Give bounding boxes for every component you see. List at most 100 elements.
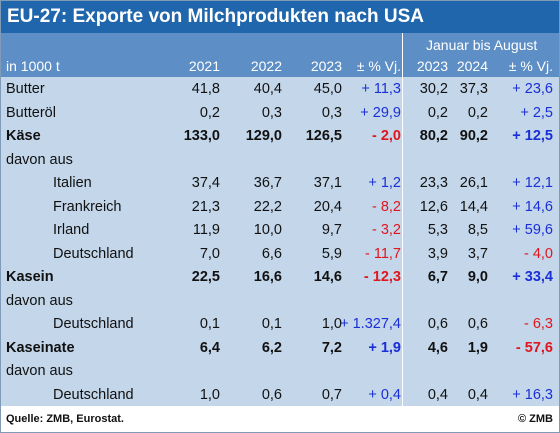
period-change-pct: - 6,3 (523, 316, 553, 332)
change-pct: - 11,7 (364, 246, 401, 262)
period-value-2023: 0,4 (427, 387, 448, 403)
value-2023: 9,7 (321, 222, 342, 238)
table-row: Frankreich 21,3 22,2 20,4 - 8,2 12,6 14,4 + 14,… (1, 195, 559, 219)
period-value-2024: 26,1 (459, 175, 488, 191)
period-change-pct: + 23,6 (512, 81, 553, 97)
row-label: Deutschland (53, 387, 134, 403)
period-value-2023: 0,2 (427, 105, 448, 121)
table-footer: Quelle: ZMB, Eurostat. © ZMB (1, 406, 559, 432)
value-2021: 21,3 (191, 199, 220, 215)
row-label: Butteröl (6, 105, 56, 121)
value-2023: 37,1 (313, 175, 342, 191)
value-2023: 7,2 (321, 340, 342, 356)
period-value-2023: 0,6 (427, 316, 448, 332)
change-pct: - 8,2 (371, 199, 401, 215)
column-divider (402, 33, 403, 406)
col-header-2022: 2022 (250, 58, 282, 74)
change-pct: + 1.327,4 (340, 316, 401, 332)
row-label: Kasein (6, 269, 54, 285)
row-label: Deutschland (53, 316, 134, 332)
period-value-2024: 90,2 (459, 128, 488, 144)
value-2022: 40,4 (253, 81, 282, 97)
period-change-pct: + 16,3 (512, 387, 553, 403)
table-title: EU-27: Exporte von Milchprodukten nach U… (1, 1, 559, 33)
value-2022: 6,2 (261, 340, 282, 356)
period-value-2024: 3,7 (467, 246, 488, 262)
unit-label: in 1000 t (6, 58, 60, 74)
period-value-2023: 30,2 (419, 81, 448, 97)
period-value-2023: 80,2 (419, 128, 448, 144)
value-2022: 16,6 (253, 269, 282, 285)
change-pct: + 29,9 (360, 105, 401, 121)
value-2021: 7,0 (199, 246, 220, 262)
change-pct: + 11,3 (361, 81, 401, 97)
copyright-note: © ZMB (518, 413, 553, 425)
value-2023: 0,3 (321, 105, 342, 121)
period-value-2024: 37,3 (459, 81, 488, 97)
table-row: davon aus (1, 148, 559, 172)
table-row: Butter 41,8 40,4 45,0 + 11,3 30,2 37,3 + 23,6 (1, 77, 559, 101)
row-label: Frankreich (53, 199, 122, 215)
value-2021: 0,2 (199, 105, 220, 121)
value-2022: 36,7 (253, 175, 282, 191)
value-2022: 22,2 (253, 199, 282, 215)
period-change-pct: + 12,5 (512, 128, 553, 144)
table-header: Januar bis August in 1000 t 2021 2022 20… (1, 33, 559, 77)
table-row: Italien 37,4 36,7 37,1 + 1,2 23,3 26,1 + 12,1 (1, 171, 559, 195)
period-change-pct: + 2,5 (520, 105, 553, 121)
value-2022: 0,3 (261, 105, 282, 121)
value-2021: 11,9 (192, 222, 220, 238)
value-2023: 1,0 (321, 316, 342, 332)
period-value-2024: 0,4 (467, 387, 488, 403)
period-change-pct: + 14,6 (512, 199, 553, 215)
row-label: davon aus (6, 363, 73, 379)
value-2021: 22,5 (191, 269, 220, 285)
period-value-2023: 23,3 (419, 175, 448, 191)
row-label: Käse (6, 128, 41, 144)
value-2023: 45,0 (313, 81, 342, 97)
value-2021: 37,4 (191, 175, 220, 191)
value-2023: 126,5 (305, 128, 342, 144)
row-label: davon aus (6, 293, 73, 309)
table-row: Kasein 22,5 16,6 14,6 - 12,3 6,7 9,0 + 33,4 (1, 265, 559, 289)
period-value-2023: 6,7 (427, 269, 448, 285)
table-row: Deutschland 0,1 0,1 1,0 + 1.327,4 0,6 0,6 - 6,3 (1, 312, 559, 336)
period-value-2024: 0,2 (467, 105, 488, 121)
table-row: Deutschland 1,0 0,6 0,7 + 0,4 0,4 0,4 + 16,3 (1, 383, 559, 407)
period-change-pct: - 4,0 (523, 246, 553, 262)
change-pct: - 3,2 (371, 222, 401, 238)
col-header-period-2023: 2023 (416, 58, 448, 74)
col-header-2023: 2023 (310, 58, 342, 74)
value-2022: 6,6 (261, 246, 282, 262)
period-change-pct: + 12,1 (512, 175, 553, 191)
table-row: Butteröl 0,2 0,3 0,3 + 29,9 0,2 0,2 + 2,5 (1, 101, 559, 125)
value-2022: 0,1 (261, 316, 282, 332)
row-label: Irland (53, 222, 90, 238)
value-2022: 129,0 (245, 128, 282, 144)
table-row: Käse 133,0 129,0 126,5 - 2,0 80,2 90,2 + 12,5 (1, 124, 559, 148)
period-value-2024: 8,5 (467, 222, 488, 238)
change-pct: + 1,2 (368, 175, 401, 191)
value-2023: 20,4 (313, 199, 342, 215)
period-label: Januar bis August (426, 37, 538, 53)
value-2021: 133,0 (183, 128, 220, 144)
row-label: davon aus (6, 152, 73, 168)
period-value-2023: 5,3 (427, 222, 448, 238)
col-header-2021: 2021 (188, 58, 220, 74)
row-label: Kaseinate (6, 340, 75, 356)
value-2023: 0,7 (321, 387, 342, 403)
source-note: Quelle: ZMB, Eurostat. (6, 413, 124, 425)
table-row: Deutschland 7,0 6,6 5,9 - 11,7 3,9 3,7 - 4,0 (1, 242, 559, 266)
change-pct: + 0,4 (368, 387, 401, 403)
col-header-change: ± % Vj. (356, 58, 401, 74)
value-2023: 5,9 (321, 246, 342, 262)
value-2022: 10,0 (253, 222, 282, 238)
value-2021: 41,8 (191, 81, 220, 97)
row-label: Italien (53, 175, 92, 191)
value-2021: 0,1 (199, 316, 220, 332)
table-row: davon aus (1, 359, 559, 383)
period-change-pct: - 57,6 (515, 340, 553, 356)
period-value-2023: 3,9 (427, 246, 448, 262)
table-row: Irland 11,9 10,0 9,7 - 3,2 5,3 8,5 + 59,6 (1, 218, 559, 242)
